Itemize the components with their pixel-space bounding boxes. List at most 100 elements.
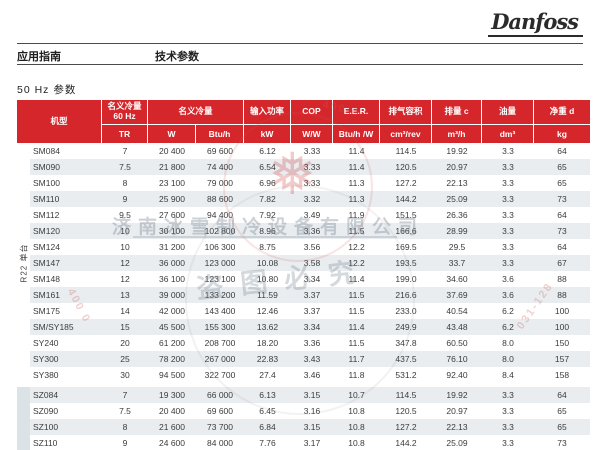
cell-displacement: 199.0	[395, 274, 417, 284]
cell-capacity-w: 45 500	[159, 322, 185, 332]
col-unit-tr: TR	[102, 124, 147, 143]
cell-oil: 8.0	[502, 354, 514, 364]
cell-net-weight: 150	[554, 338, 570, 348]
cell-displacement: 114.5	[395, 146, 417, 156]
cell-cop: 3.32	[303, 194, 321, 204]
col-title-flow: 排量 c	[444, 106, 469, 117]
cell-net-weight: 88	[557, 274, 567, 284]
cell-cop: 3.58	[303, 258, 321, 268]
table-row: SM124 10 31 200 106 300 8.75 3.56 12.2 169.5 29.…	[30, 239, 590, 255]
col-title-model: 机型	[50, 115, 68, 126]
cell-input-power-kw: 6.45	[259, 406, 276, 416]
cell-cop: 3.46	[303, 370, 321, 380]
cell-flow: 43.48	[446, 322, 468, 332]
cell-cop: 3.49	[303, 210, 321, 220]
table-row: SM120 10 30 100 102 800 8.96 3.36 11.5 166.6 28.…	[30, 223, 590, 239]
cell-net-weight: 65	[557, 422, 567, 432]
section-rows: SM084 7 20 400 69 600 6.12 3.33 11.4 114.5 19.92…	[30, 143, 590, 383]
cell-input-power-kw: 6.54	[259, 162, 276, 172]
cell-oil: 3.3	[502, 162, 514, 172]
cell-flow: 33.7	[448, 258, 466, 268]
cell-capacity-60hz-tr: 13	[120, 290, 130, 300]
cell-net-weight: 88	[557, 290, 567, 300]
cell-flow: 26.36	[446, 210, 468, 220]
section-label-strip	[17, 387, 30, 450]
cell-eer: 11.7	[348, 354, 365, 364]
cell-capacity-w: 24 600	[159, 438, 185, 448]
cell-capacity-60hz-tr: 9	[122, 438, 128, 448]
cell-capacity-w: 25 900	[159, 194, 185, 204]
cell-capacity-60hz-tr: 9	[122, 194, 128, 204]
cell-capacity-60hz-tr: 12	[120, 258, 130, 268]
cell-displacement: 531.2	[395, 370, 417, 380]
cell-capacity-btuh: 73 700	[207, 422, 233, 432]
cell-capacity-60hz-tr: 25	[120, 354, 130, 364]
cell-model: SY380	[33, 370, 59, 380]
cell-oil: 6.2	[502, 322, 514, 332]
cell-model: SM124	[33, 242, 60, 252]
cell-model: SY240	[33, 338, 59, 348]
cell-capacity-w: 31 200	[159, 242, 185, 252]
cell-input-power-kw: 8.96	[259, 226, 276, 236]
cell-eer: 10.7	[348, 390, 365, 400]
table-row: SM112 9.5 27 600 94 400 7.92 3.49 11.9 151.5 26.…	[30, 207, 590, 223]
cell-displacement: 169.5	[395, 242, 417, 252]
cell-cop: 3.34	[303, 322, 321, 332]
table-header: 机型 名义冷量 60 Hz TR 名义冷量 W Btu/h 输入功率 kW	[17, 100, 590, 143]
cell-net-weight: 64	[557, 242, 567, 252]
cell-eer: 10.8	[348, 406, 365, 416]
breadcrumb-application-guide: 应用指南	[17, 51, 61, 63]
cell-oil: 3.3	[502, 438, 514, 448]
cell-capacity-btuh: 143 400	[204, 306, 236, 316]
cell-flow: 20.97	[446, 406, 468, 416]
cell-capacity-60hz-tr: 7	[122, 146, 128, 156]
cell-oil: 3.6	[502, 290, 514, 300]
cell-eer: 11.4	[348, 322, 365, 332]
cell-model: SM084	[33, 146, 60, 156]
col-unit-kw: kW	[244, 124, 290, 143]
table-row: SY300 25 78 200 267 000 22.83 3.43 11.7 437.5 76…	[30, 351, 590, 367]
cell-cop: 3.15	[303, 422, 321, 432]
cell-cop: 3.56	[303, 242, 321, 252]
cell-net-weight: 65	[557, 162, 567, 172]
cell-cop: 3.33	[303, 146, 321, 156]
table-row: SM110 9 25 900 88 600 7.82 3.32 11.3 144.2 25.09…	[30, 191, 590, 207]
cell-model: SM147	[33, 258, 60, 268]
cell-model: SM120	[33, 226, 60, 236]
cell-cop: 3.17	[303, 438, 321, 448]
table-row: SY380 30 94 500 322 700 27.4 3.46 11.8 531.2 92.…	[30, 367, 590, 383]
cell-net-weight: 73	[557, 438, 567, 448]
cell-capacity-60hz-tr: 10	[120, 242, 130, 252]
cell-oil: 8.4	[502, 370, 514, 380]
cell-net-weight: 100	[554, 322, 570, 332]
cell-input-power-kw: 11.59	[257, 290, 278, 300]
col-title-displacement: 排气容积	[388, 106, 423, 117]
cell-capacity-btuh: 123 100	[204, 274, 236, 284]
cell-capacity-w: 30 100	[159, 226, 185, 236]
cell-oil: 3.3	[502, 178, 514, 188]
col-title-capacity60-line2: 60 Hz	[113, 111, 136, 121]
cell-flow: 22.13	[446, 178, 468, 188]
cell-eer: 11.5	[348, 338, 365, 348]
cell-capacity-btuh: 322 700	[204, 370, 236, 380]
cell-capacity-60hz-tr: 8	[122, 422, 128, 432]
table-row: SM/SY185 15 45 500 155 300 13.62 3.34 11.4 249.…	[30, 319, 590, 335]
cell-net-weight: 65	[557, 406, 567, 416]
cell-displacement: 437.5	[395, 354, 417, 364]
cell-flow: 29.5	[448, 242, 466, 252]
cell-capacity-btuh: 267 000	[204, 354, 236, 364]
cell-oil: 3.3	[502, 146, 514, 156]
cell-oil: 3.6	[502, 274, 514, 284]
table-row: SM100 8 23 100 79 000 6.96 3.33 11.3 127.2 22.13…	[30, 175, 590, 191]
cell-capacity-60hz-tr: 7.5	[119, 406, 131, 416]
cell-input-power-kw: 22.83	[256, 354, 279, 364]
cell-displacement: 127.2	[395, 422, 417, 432]
cell-flow: 20.97	[446, 162, 468, 172]
cell-eer: 11.4	[348, 162, 365, 172]
cell-input-power-kw: 12.46	[256, 306, 279, 316]
cell-cop: 3.36	[303, 338, 321, 348]
cell-model: SZ084	[33, 390, 59, 400]
cell-input-power-kw: 6.84	[259, 422, 276, 432]
cell-oil: 6.2	[502, 306, 514, 316]
cell-capacity-60hz-tr: 7.5	[119, 162, 131, 172]
